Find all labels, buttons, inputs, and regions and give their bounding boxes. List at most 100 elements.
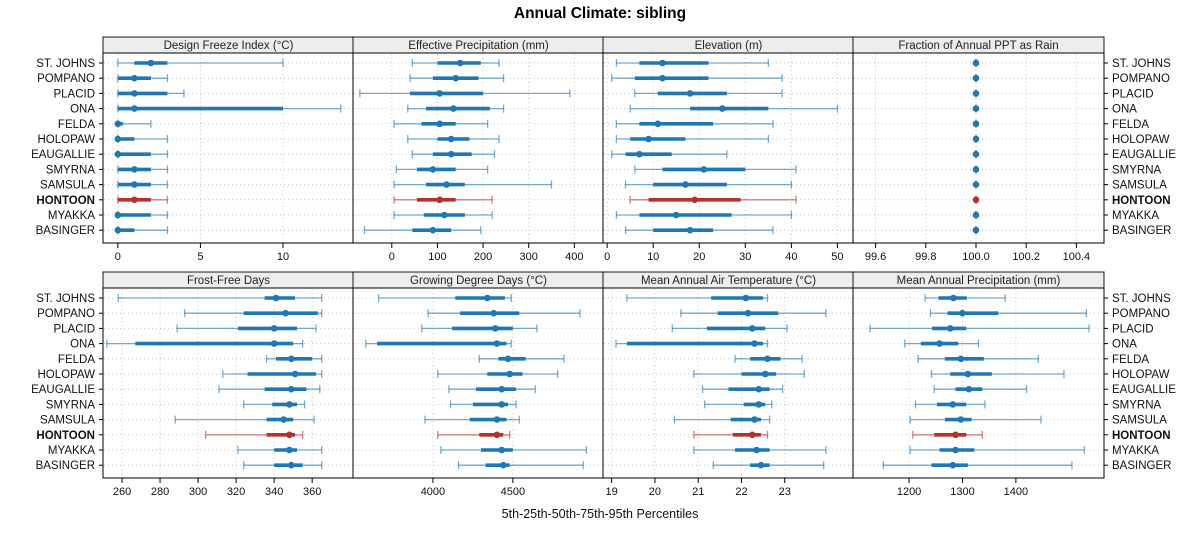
series-st-johns xyxy=(972,59,980,67)
panel-border xyxy=(852,287,1105,479)
station-label-left: SAMSULA xyxy=(40,180,95,192)
median-dot xyxy=(447,150,455,158)
series-pompano xyxy=(409,74,505,83)
series-pompano xyxy=(680,309,827,318)
station-label-left: SMYRNA xyxy=(46,399,96,411)
station-label-left: HOLOPAW xyxy=(37,369,95,381)
strip-title: Design Freeze Index (°C) xyxy=(164,40,294,52)
station-label-left: HOLOPAW xyxy=(37,134,95,146)
axis-tick-label: 40 xyxy=(785,251,797,263)
series-hontoon xyxy=(117,195,169,204)
series-eaugallie xyxy=(701,385,784,394)
series-smyrna xyxy=(704,400,773,409)
median-dot xyxy=(131,196,138,204)
median-dot xyxy=(450,105,457,112)
median-dot xyxy=(131,74,138,82)
median-dot xyxy=(436,196,444,204)
axis-tick-label: 200 xyxy=(474,251,492,263)
axis-tick-label: 20 xyxy=(649,486,661,498)
panel-bg xyxy=(103,288,354,478)
median-dot xyxy=(443,181,450,188)
station-label-left: ONA xyxy=(70,339,95,351)
median-dot xyxy=(972,105,980,112)
panel-bg xyxy=(353,53,604,243)
median-dot xyxy=(272,294,280,302)
median-dot xyxy=(972,181,980,188)
median-dot xyxy=(131,105,138,112)
axis-tick-label: 4000 xyxy=(421,486,445,498)
median-dot xyxy=(429,166,437,173)
median-dot xyxy=(287,461,295,469)
median-dot xyxy=(672,211,680,219)
series-eaugallie xyxy=(448,385,536,394)
station-label-left: SMYRNA xyxy=(46,164,96,176)
percentiles-caption: 5th-25th-50th-75th-95th Percentiles xyxy=(501,507,699,521)
station-label-right: POMPANO xyxy=(1112,308,1170,320)
median-dot xyxy=(645,135,652,143)
series-ona xyxy=(106,339,304,348)
series-myakka xyxy=(440,446,588,454)
axis-tick-label: 1300 xyxy=(950,486,974,498)
median-dot xyxy=(753,446,760,454)
median-dot xyxy=(950,294,957,302)
axis-tick-label: 23 xyxy=(779,486,791,498)
series-samsula xyxy=(624,180,793,189)
series-holopaw xyxy=(693,370,805,378)
median-dot xyxy=(286,446,293,454)
station-label-left: POMPANO xyxy=(37,73,95,85)
station-label-left: EAUGALLIE xyxy=(31,384,95,396)
series-st-johns xyxy=(117,294,323,302)
series-hontoon xyxy=(972,195,980,204)
station-label-right: PLACID xyxy=(1112,88,1154,100)
median-dot xyxy=(280,416,287,423)
median-dot xyxy=(946,325,954,332)
median-dot xyxy=(490,309,497,317)
median-dot xyxy=(114,120,122,128)
median-dot xyxy=(270,340,278,347)
median-dot xyxy=(972,90,980,97)
series-ona xyxy=(407,104,505,113)
median-dot xyxy=(114,226,122,234)
series-myakka xyxy=(615,211,793,219)
strip-title: Frost-Free Days xyxy=(187,275,270,287)
series-felda xyxy=(615,119,774,128)
station-label-left: ST. JOHNS xyxy=(36,58,95,70)
axis-tick-label: 0 xyxy=(604,251,610,263)
panel-border xyxy=(852,52,1105,244)
series-ona xyxy=(117,104,342,113)
series-placid xyxy=(634,89,783,98)
series-holopaw xyxy=(930,370,1065,378)
strip-title: Mean Annual Air Temperature (°C) xyxy=(641,275,816,287)
panel-bg xyxy=(103,53,354,243)
station-label-right: SMYRNA xyxy=(1112,399,1162,411)
median-dot xyxy=(131,181,138,188)
station-label-right: ST. JOHNS xyxy=(1112,293,1171,305)
median-dot xyxy=(749,325,756,332)
series-felda xyxy=(478,354,565,363)
station-label-right: EAUGALLIE xyxy=(1112,384,1176,396)
series-pompano xyxy=(611,74,783,83)
series-smyrna xyxy=(914,400,986,409)
axis-tick-label: 0 xyxy=(389,251,395,263)
series-felda xyxy=(972,119,980,128)
station-label-left: PLACID xyxy=(53,88,95,100)
station-label-right: ONA xyxy=(1112,104,1137,116)
axis-tick-label: 0 xyxy=(115,251,121,263)
panel-fraction-annual-ppt-as-rain: Fraction of Annual PPT as Rain 99.6 99.8 10… xyxy=(852,36,1105,263)
series-basinger xyxy=(363,226,482,235)
strip-title: Growing Degree Days (°C) xyxy=(410,275,547,287)
median-dot xyxy=(691,196,698,204)
axis-tick-label: 1400 xyxy=(1004,486,1028,498)
median-dot xyxy=(636,150,643,158)
median-dot xyxy=(506,370,513,378)
median-dot xyxy=(114,135,122,143)
station-label-right: HONTOON xyxy=(1112,195,1171,207)
axis-tick-label: 1200 xyxy=(897,486,921,498)
median-dot xyxy=(498,401,505,408)
median-dot xyxy=(744,309,752,317)
median-dot xyxy=(751,340,758,347)
axis-tick-label: 10 xyxy=(647,251,659,263)
median-dot xyxy=(972,120,980,128)
series-ona xyxy=(629,104,839,113)
series-basinger xyxy=(243,461,323,470)
